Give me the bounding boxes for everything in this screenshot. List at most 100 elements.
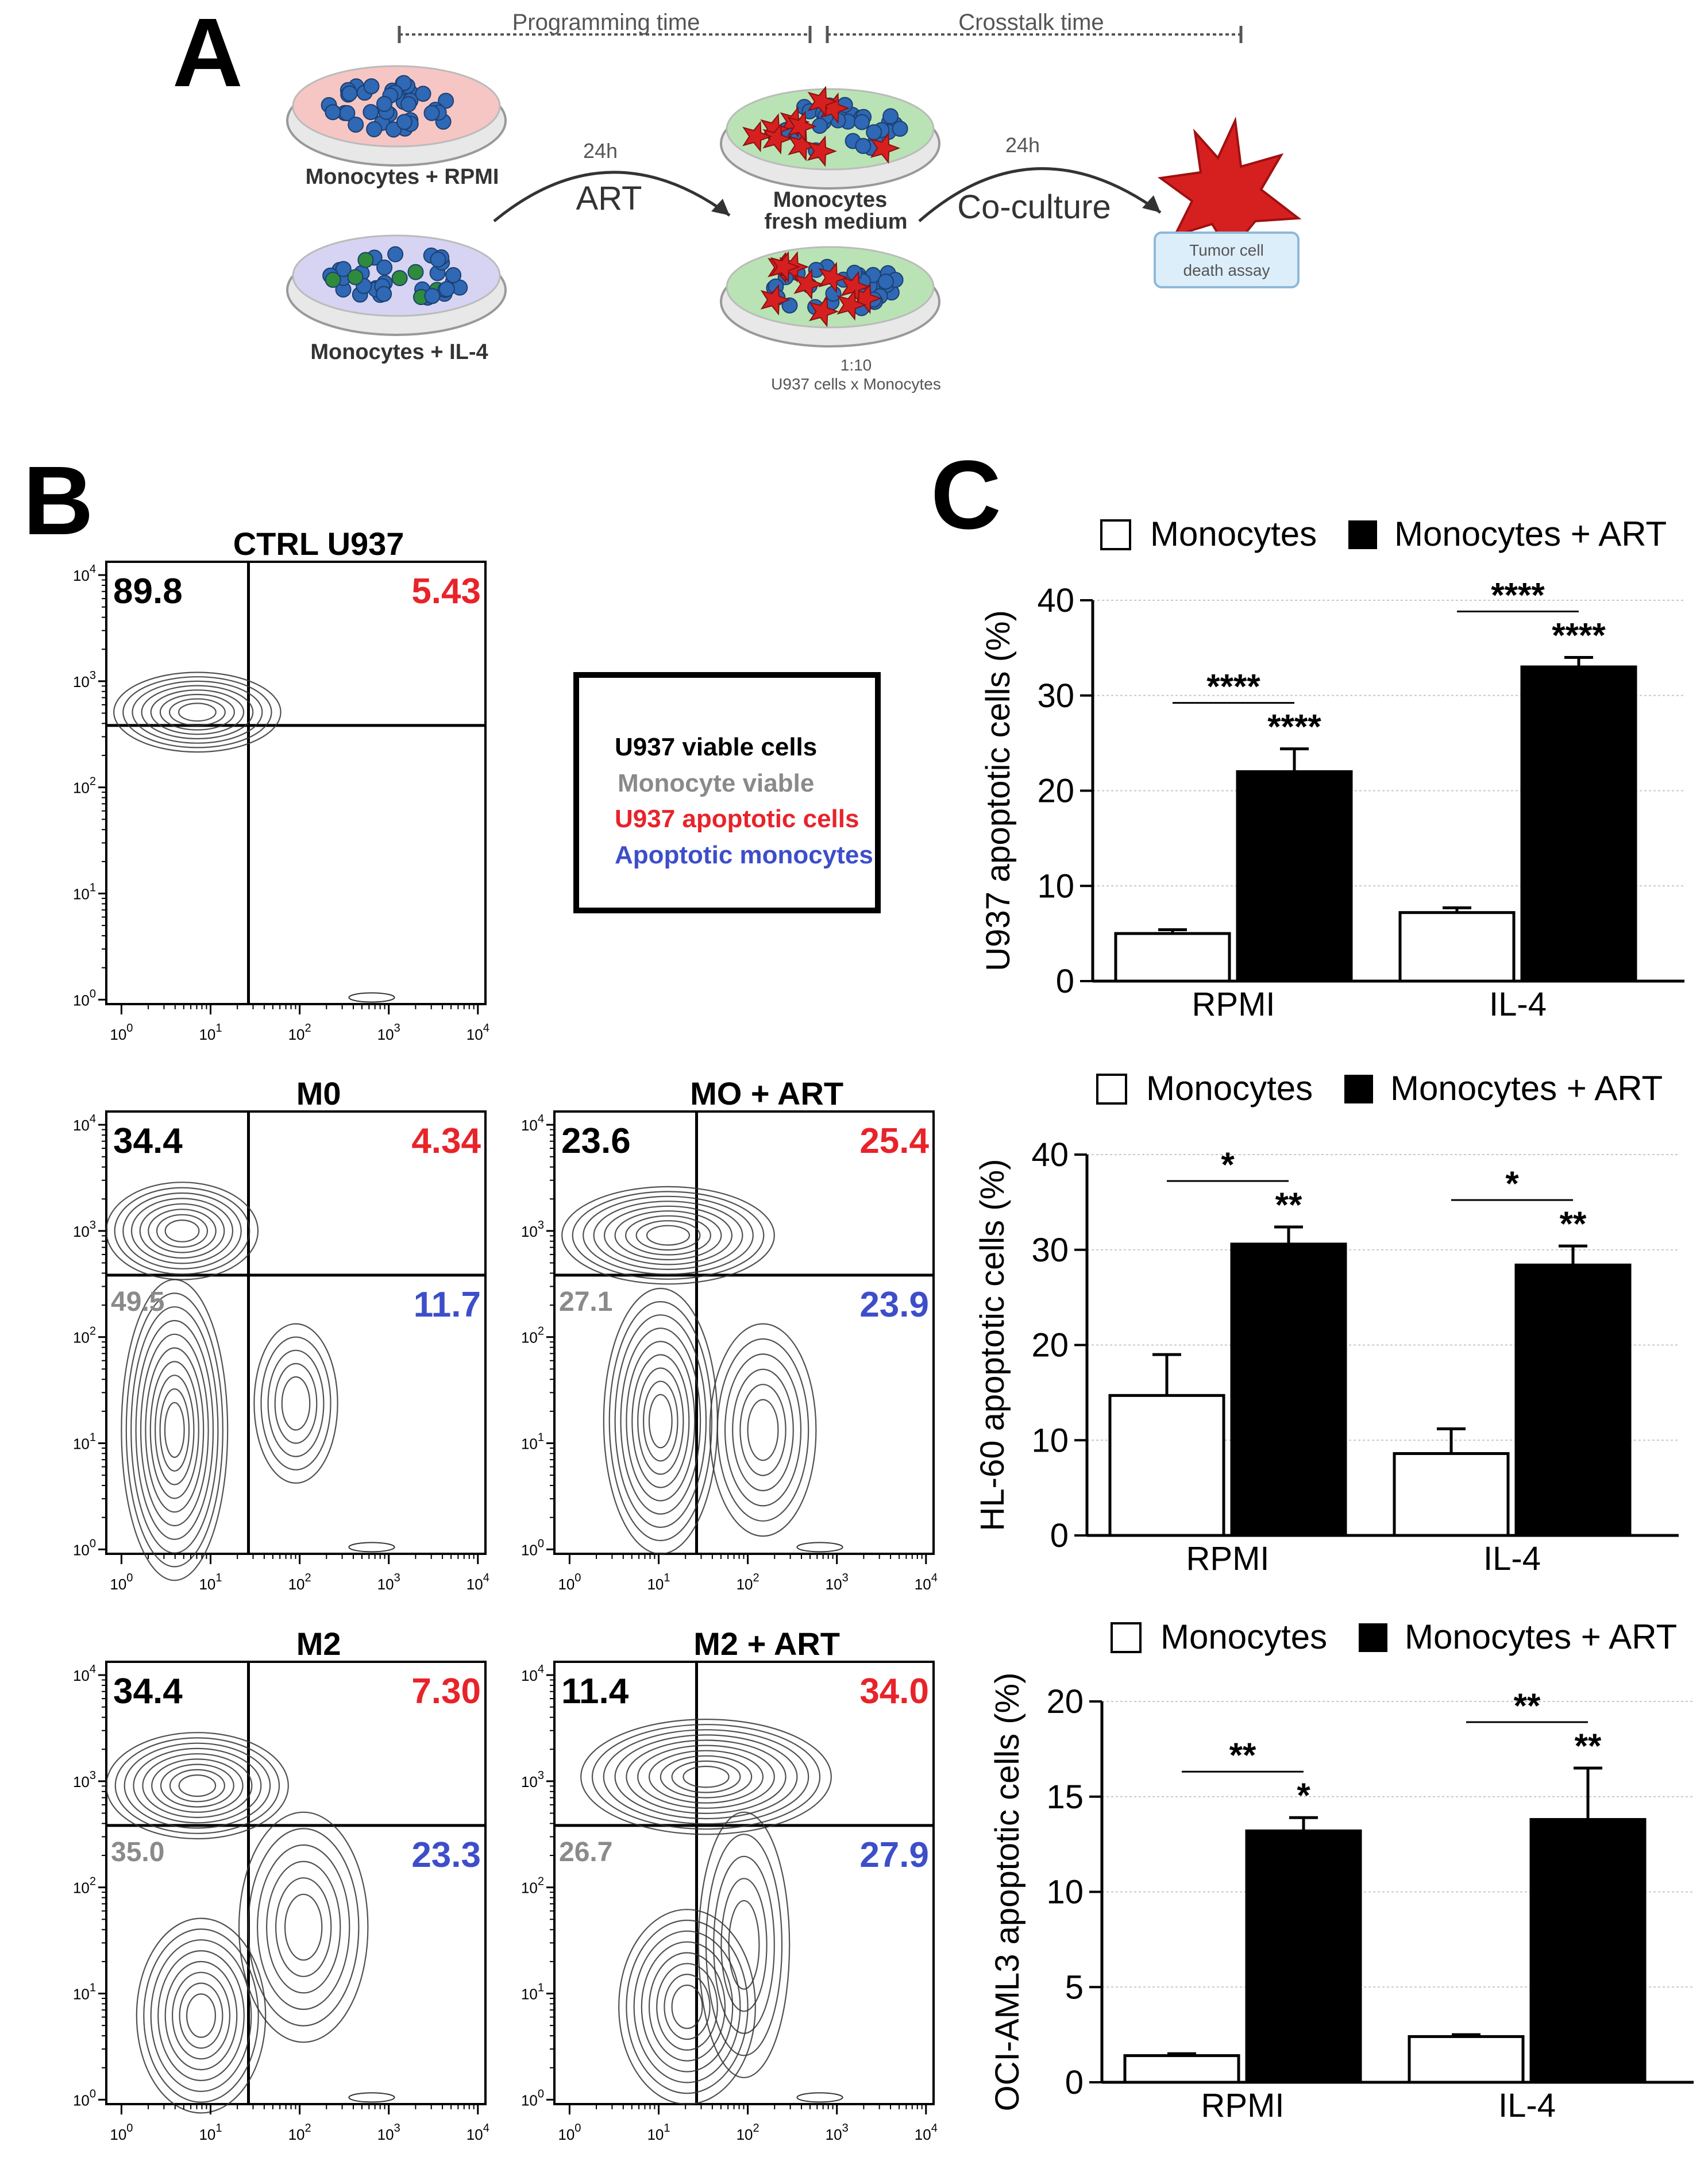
bar-monocytes-art <box>1529 1818 1647 2084</box>
y-tick-label: 5 <box>1065 1969 1084 2006</box>
monocyte-cell <box>363 104 379 121</box>
tick-exponent: 3 <box>538 1769 544 1782</box>
legend-swatch-monocytes <box>1100 519 1131 550</box>
tick-exponent: 1 <box>664 1572 670 1584</box>
contour-line <box>178 703 217 722</box>
tick-base: 10 <box>647 1576 664 1593</box>
monocyte-cell <box>400 96 417 113</box>
tick-base: 10 <box>73 567 90 584</box>
tick-base: 10 <box>73 779 90 797</box>
tick-exponent: 2 <box>90 1875 96 1888</box>
tick-base: 10 <box>73 1541 90 1558</box>
tumor-cell <box>807 135 837 167</box>
contour-line <box>716 1338 809 1522</box>
tick-exponent: 0 <box>90 2087 96 2100</box>
tick-base: 10 <box>521 1880 538 1897</box>
tick-exponent: 3 <box>90 669 96 682</box>
y-tick-label: 20 <box>1037 773 1074 810</box>
contour-line <box>683 1765 730 1788</box>
quadrant-ul-value: 89.8 <box>113 572 183 611</box>
monocyte-cell <box>325 104 341 121</box>
contour-line <box>626 1341 696 1502</box>
panel-a-schematic: Programming time Crosstalk time Monocyte… <box>276 3 1316 393</box>
significance-bracket: **** <box>1491 576 1545 614</box>
contour-line <box>618 1909 756 2105</box>
y-tick-label: 40 <box>1037 582 1074 619</box>
x-tick-label: 104 <box>466 1022 489 1043</box>
x-axis-ticks: 100 101 102 103 104 <box>558 2104 938 2143</box>
contour-line <box>133 1747 262 1824</box>
tick-base: 10 <box>73 1435 90 1453</box>
bar-monocytes <box>1123 2054 1240 2084</box>
tick-base: 10 <box>110 1026 126 1043</box>
assay-label-1: Tumor cell <box>1189 241 1264 259</box>
contour-line <box>671 1760 741 1793</box>
quadrant-ul-value: 34.4 <box>113 1121 183 1161</box>
contour-line <box>169 1769 225 1803</box>
y-tick-label: 30 <box>1037 677 1074 715</box>
y-tick-label: 100 <box>521 2087 544 2109</box>
monocyte-cell <box>391 270 408 287</box>
tumor-cell <box>840 271 870 303</box>
chart-legend: Monocytes Monocytes + ART <box>1096 1069 1663 1107</box>
x-tick-label: 100 <box>110 1572 133 1593</box>
tick-exponent: 3 <box>90 1219 96 1232</box>
contour-line <box>130 1198 234 1264</box>
quadrant-ul-value: 34.4 <box>113 1672 183 1711</box>
contour-line <box>257 1844 350 2010</box>
contour-line <box>179 1982 223 2049</box>
contour-line <box>724 1353 802 1507</box>
x-tick-label: 100 <box>110 2122 133 2143</box>
legend-label-monocytes-art: Monocytes + ART <box>1405 1618 1677 1656</box>
monocyte-cell <box>892 121 908 137</box>
significance-bar: ** <box>1575 1727 1602 1765</box>
tick-exponent: 1 <box>90 882 96 894</box>
contour-line <box>624 1215 711 1256</box>
quadrant-ll-value: 35.0 <box>111 1837 164 1867</box>
contour-line <box>253 1323 338 1484</box>
tick-base: 10 <box>73 991 90 1009</box>
significance-bracket: ** <box>1514 1687 1541 1725</box>
tick-base: 10 <box>288 1576 305 1593</box>
y-tick-label: 10 <box>1037 867 1074 905</box>
tick-exponent: 2 <box>753 2122 759 2135</box>
y-tick-label: 10 <box>1031 1422 1069 1459</box>
x-category-label: RPMI <box>1186 1540 1270 1577</box>
tick-exponent: 4 <box>538 1113 544 1125</box>
x-tick-label: 100 <box>110 1022 133 1043</box>
tick-base: 10 <box>521 1773 538 1790</box>
contour-line <box>633 1930 741 2083</box>
tick-exponent: 1 <box>215 1572 222 1584</box>
contour-line <box>124 1742 271 1829</box>
tick-base: 10 <box>466 1026 483 1043</box>
tick-base: 10 <box>521 1117 538 1134</box>
ratio-label: 1:10 <box>840 356 872 374</box>
y-tick-label: 30 <box>1031 1232 1069 1269</box>
tick-base: 10 <box>558 2126 575 2143</box>
contour-line <box>159 693 235 731</box>
tick-exponent: 3 <box>842 2122 849 2135</box>
x-axis-ticks: 100 101 102 103 104 <box>110 2104 489 2143</box>
chart-legend: Monocytes Monocytes + ART <box>1100 515 1667 553</box>
contour-line <box>603 1729 809 1825</box>
monocyte-cell <box>348 117 364 133</box>
tick-exponent: 0 <box>126 1572 133 1584</box>
contour-line <box>159 1388 190 1472</box>
monocyte-cell <box>407 264 424 280</box>
flow-plot-title: M2 + ART <box>693 1626 840 1662</box>
y-tick-label: 101 <box>521 1982 544 2003</box>
significance-bracket: * <box>1505 1164 1519 1203</box>
tumor-cell <box>793 268 824 300</box>
tick-exponent: 0 <box>538 2087 544 2100</box>
monocyte-cell <box>325 272 341 288</box>
tick-exponent: 3 <box>842 1572 849 1584</box>
coculture-label: Co-culture <box>957 188 1111 226</box>
contour-line <box>132 680 263 744</box>
tick-base: 10 <box>377 2126 394 2143</box>
contour-line <box>620 1327 701 1515</box>
significance-bracket: * <box>1221 1145 1235 1184</box>
contour-line <box>186 1993 217 2038</box>
tumor-cell <box>808 295 839 327</box>
monocyte-cell <box>854 114 870 130</box>
